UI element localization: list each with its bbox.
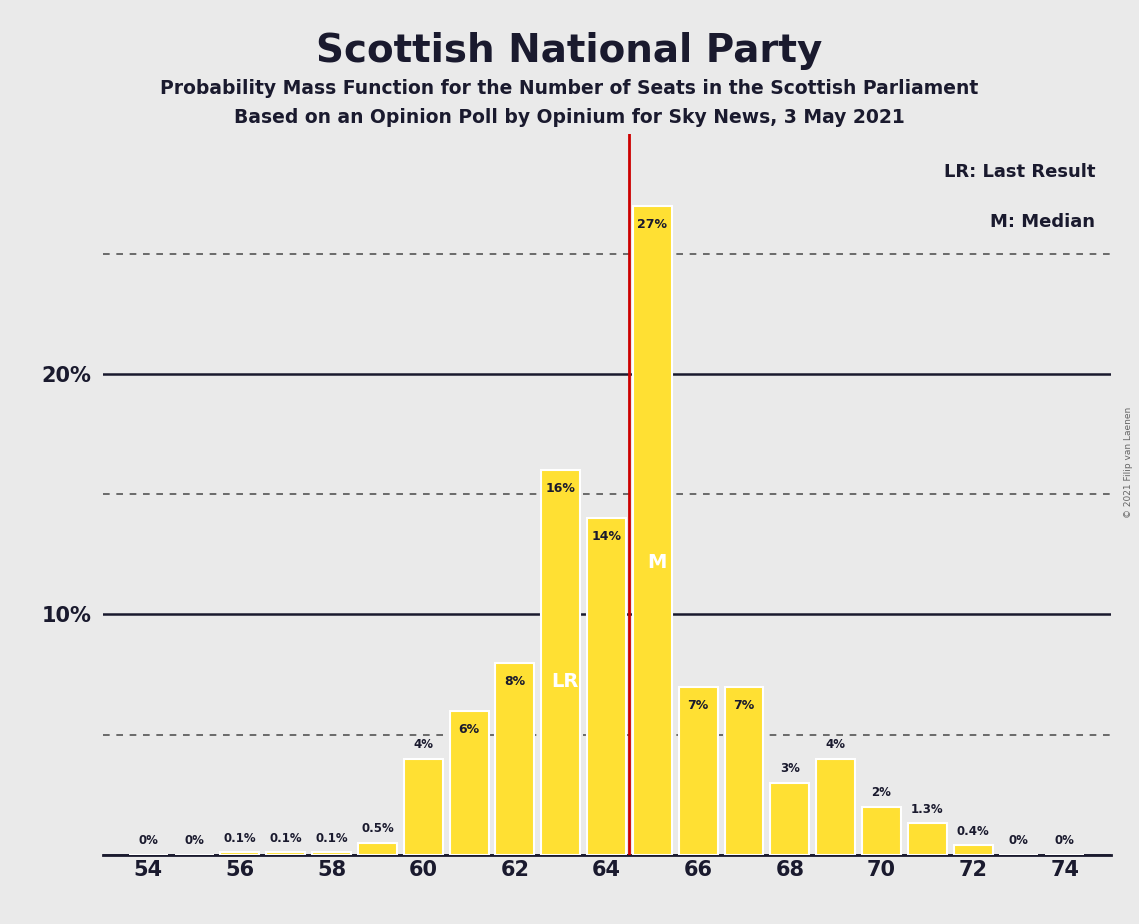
- Text: 3%: 3%: [780, 762, 800, 775]
- Bar: [587, 518, 626, 855]
- Text: LR: LR: [551, 673, 579, 691]
- Text: 0%: 0%: [1055, 834, 1074, 847]
- Text: 4%: 4%: [826, 738, 845, 751]
- Bar: [267, 852, 305, 855]
- Bar: [633, 206, 672, 855]
- Text: 7%: 7%: [734, 699, 755, 711]
- Text: LR: Last Result: LR: Last Result: [944, 163, 1096, 181]
- Bar: [817, 759, 855, 855]
- Bar: [358, 843, 396, 855]
- Text: 0%: 0%: [1009, 834, 1029, 847]
- Bar: [908, 823, 947, 855]
- Text: 0%: 0%: [139, 834, 158, 847]
- Text: 27%: 27%: [638, 218, 667, 231]
- Bar: [403, 759, 443, 855]
- Text: 2%: 2%: [871, 786, 892, 799]
- Text: 7%: 7%: [688, 699, 708, 711]
- Text: 14%: 14%: [591, 530, 622, 543]
- Text: Probability Mass Function for the Number of Seats in the Scottish Parliament: Probability Mass Function for the Number…: [161, 79, 978, 98]
- Text: M: M: [647, 553, 666, 572]
- Text: 8%: 8%: [505, 675, 525, 687]
- Text: 0.1%: 0.1%: [270, 833, 302, 845]
- Bar: [770, 783, 810, 855]
- Text: 0.5%: 0.5%: [361, 822, 394, 835]
- Text: M: Median: M: Median: [991, 213, 1096, 231]
- Bar: [679, 687, 718, 855]
- Text: 4%: 4%: [413, 738, 433, 751]
- Text: 6%: 6%: [459, 723, 480, 736]
- Bar: [221, 852, 260, 855]
- Text: 16%: 16%: [546, 482, 575, 495]
- Bar: [450, 711, 489, 855]
- Text: Scottish National Party: Scottish National Party: [317, 32, 822, 70]
- Text: Based on an Opinion Poll by Opinium for Sky News, 3 May 2021: Based on an Opinion Poll by Opinium for …: [235, 108, 904, 128]
- Text: 0.4%: 0.4%: [957, 825, 990, 838]
- Text: 1.3%: 1.3%: [911, 803, 943, 816]
- Text: 0.1%: 0.1%: [316, 833, 347, 845]
- Bar: [312, 852, 351, 855]
- Text: © 2021 Filip van Laenen: © 2021 Filip van Laenen: [1124, 407, 1133, 517]
- Text: 0%: 0%: [185, 834, 204, 847]
- Bar: [953, 845, 992, 855]
- Bar: [862, 807, 901, 855]
- Bar: [495, 663, 534, 855]
- Text: 0.1%: 0.1%: [223, 833, 256, 845]
- Bar: [541, 470, 580, 855]
- Bar: [724, 687, 763, 855]
